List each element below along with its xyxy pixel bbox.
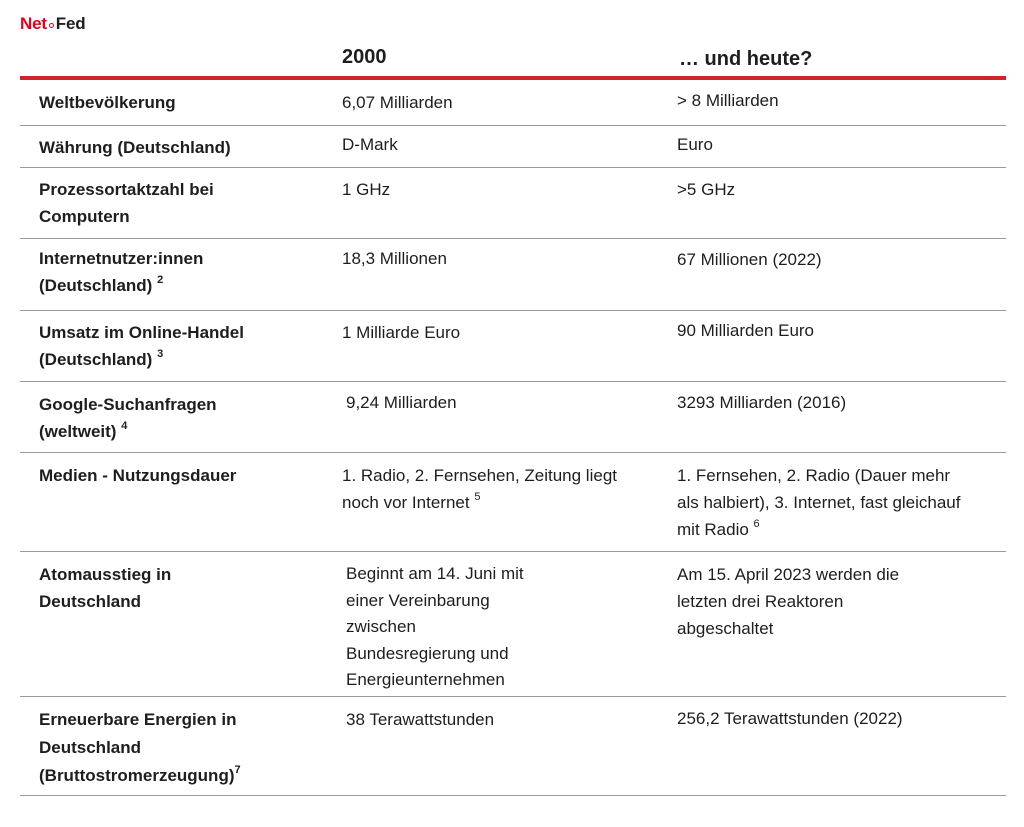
row-value-2000: 1 GHz [342,180,391,199]
header-divider [20,76,1006,80]
table-row: Umsatz im Online-Handel (Deutschland) 3 … [20,311,1006,382]
footnote-ref: 5 [474,491,481,504]
header-col-today: … und heute? [679,48,813,70]
table-row: Prozessortaktzahl bei Computern 1 GHz >5… [20,168,1006,239]
footnote-ref: 3 [157,348,164,361]
footnote-ref: 6 [753,518,760,531]
logo-dot-icon [48,22,54,28]
row-value-today: 90 Milliarden Euro [677,321,815,340]
row-label: Weltbevölkerung [39,93,176,112]
footnote-ref: 7 [234,764,241,777]
row-value-today: 3293 Milliarden (2016) [677,393,847,412]
row-value-2000: 38 Terawattstunden [346,710,495,729]
netfed-logo: Net Fed [20,14,86,34]
row-value-today: Am 15. April 2023 werden die letzten dre… [677,565,900,638]
table-row: Erneuerbare Energien in Deutschland (Bru… [20,697,1006,796]
row-value-today: Euro [677,135,713,154]
row-label: Erneuerbare Energien in Deutschland (Bru… [39,710,241,785]
row-value-2000: Beginnt am 14. Juni mit einer Vereinbaru… [346,564,524,689]
row-value-2000: 1. Radio, 2. Fernsehen, Zeitung liegt no… [342,466,617,512]
footnote-ref: 4 [121,420,128,433]
table-header: 2000 … und heute? [20,42,1006,76]
row-value-2000: 9,24 Milliarden [346,393,457,412]
table-row: Währung (Deutschland) D-Mark Euro [20,126,1006,168]
table-row: Weltbevölkerung 6,07 Milliarden > 8 Mill… [20,80,1006,126]
row-label: Umsatz im Online-Handel (Deutschland) 3 [39,323,244,369]
header-col-2000: 2000 [342,46,387,68]
row-value-2000: 6,07 Milliarden [342,93,453,112]
logo-fed-text: Fed [55,14,86,33]
row-value-2000: 18,3 Millionen [342,249,447,268]
logo-net-text: Net [20,14,47,33]
row-value-today: > 8 Milliarden [677,91,779,110]
row-label: Internetnutzer:innen (Deutschland) 2 [39,249,204,295]
row-value-today: 1. Fernsehen, 2. Radio (Dauer mehr als h… [677,466,961,539]
row-value-2000: 1 Milliarde Euro [342,323,461,342]
row-value-today: 256,2 Terawattstunden (2022) [677,709,903,728]
row-label: Währung (Deutschland) [39,138,231,157]
table-row: Medien - Nutzungsdauer 1. Radio, 2. Fern… [20,453,1006,552]
table-row: Atomausstieg in Deutschland Beginnt am 1… [20,552,1006,697]
table-row: Internetnutzer:innen (Deutschland) 2 18,… [20,239,1006,311]
row-value-today: >5 GHz [677,180,736,199]
row-label: Prozessortaktzahl bei Computern [39,180,214,226]
row-label: Atomausstieg in Deutschland [39,565,172,611]
row-label: Google-Suchanfragen (weltweit) 4 [39,395,217,441]
footnote-ref: 2 [157,274,164,287]
row-label: Medien - Nutzungsdauer [39,466,237,485]
row-value-today: 67 Millionen (2022) [677,250,822,269]
table-row: Google-Suchanfragen (weltweit) 4 9,24 Mi… [20,382,1006,453]
row-value-2000: D-Mark [342,135,398,154]
